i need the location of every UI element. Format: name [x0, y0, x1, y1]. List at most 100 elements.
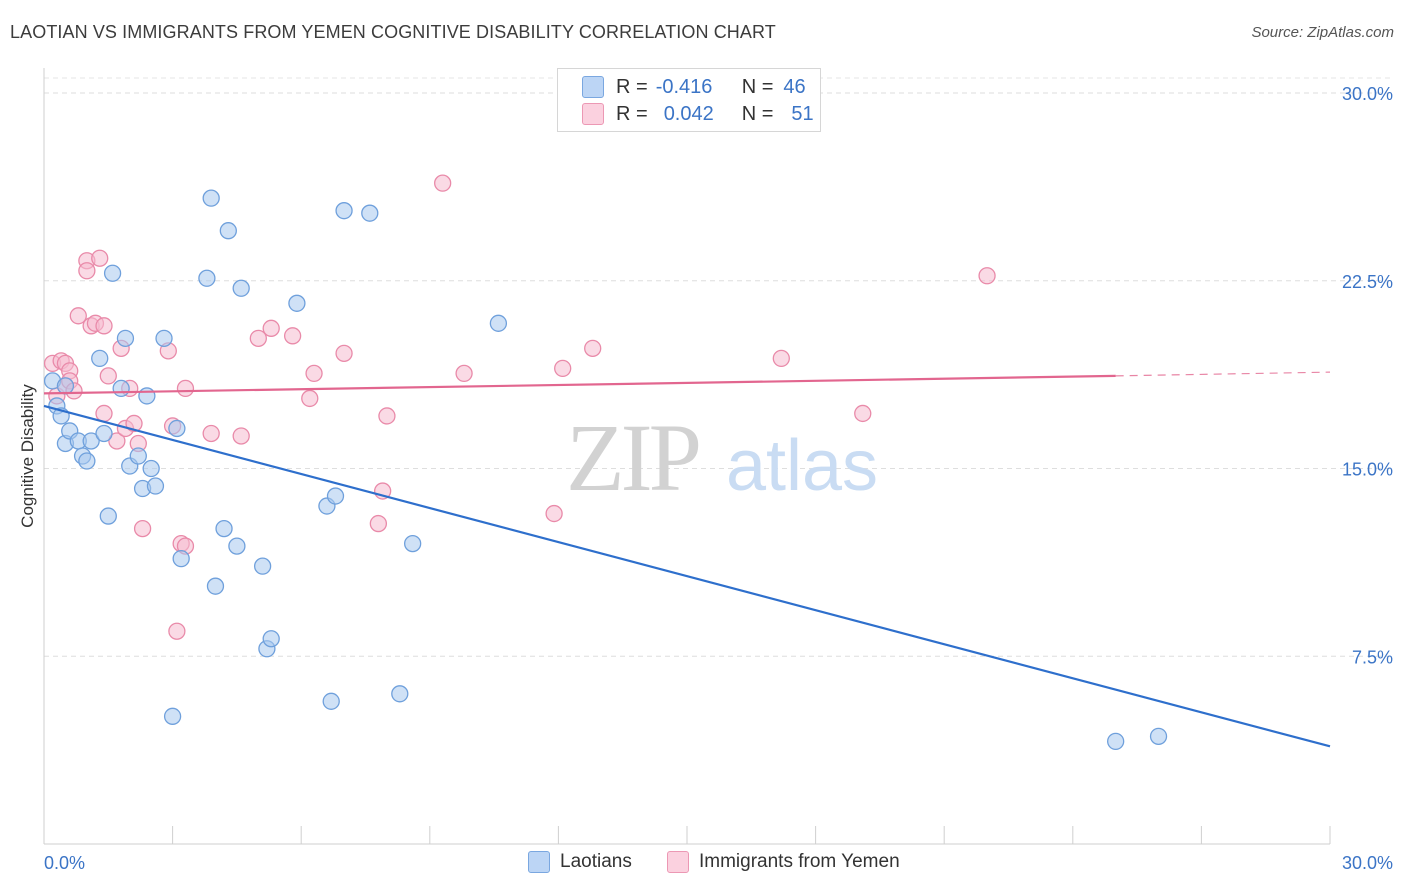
laotian-point — [232, 279, 250, 297]
legend-n-value: 46 — [783, 75, 806, 98]
yemen-point — [133, 519, 152, 538]
legend-r-value: 0.042 — [663, 102, 714, 125]
laotian-point — [202, 189, 220, 207]
watermark-zip: ZIP — [566, 404, 699, 511]
laotian-point — [391, 685, 409, 703]
y-tick-label: 7.5% — [1352, 647, 1393, 667]
laotian-point — [146, 477, 165, 495]
laotian-point — [155, 329, 173, 347]
data-points — [43, 174, 1168, 751]
legend-r-value: -0.416 — [655, 75, 713, 98]
bottom-legend: Laotians Immigrants from Yemen — [0, 851, 1406, 877]
bottom-legend-label: Laotians — [560, 851, 632, 872]
yemen-point — [232, 427, 250, 445]
yemen-point — [978, 267, 996, 285]
bottom-legend-laotians: Laotians — [528, 851, 632, 873]
yemen-point — [854, 404, 872, 423]
yemen-point — [545, 504, 563, 523]
laotian-point — [288, 294, 306, 312]
laotian-point — [1107, 732, 1125, 751]
laotian-point — [103, 264, 122, 282]
trend-lines — [43, 371, 1331, 748]
yemen-point — [455, 364, 473, 383]
laotian-point — [138, 387, 156, 405]
yemen-point — [262, 319, 280, 337]
yemen-point — [108, 432, 126, 450]
yemen-point — [69, 307, 87, 325]
laotian-point — [91, 349, 109, 368]
bottom-legend-label: Immigrants from Yemen — [699, 851, 900, 872]
laotian-point — [219, 222, 237, 240]
watermark: ZIP atlas — [566, 404, 878, 511]
yemen-point — [176, 379, 195, 398]
legend-n-label: N = — [741, 102, 774, 125]
yemen-point — [202, 424, 220, 443]
legend-swatch-pink — [582, 103, 604, 125]
laotian-point — [95, 424, 113, 443]
laotian-point — [168, 419, 186, 438]
yemen-trend-line — [1115, 371, 1331, 377]
laotian-point — [112, 379, 130, 398]
laotian-point — [82, 432, 100, 450]
laotian-point — [129, 447, 147, 465]
yemen-point — [772, 349, 790, 368]
yemen-point — [434, 174, 452, 192]
yemen-point — [168, 622, 186, 640]
yemen-point — [335, 344, 353, 363]
laotian-trend-line — [43, 404, 1331, 748]
tick-labels: 7.5% 15.0% 22.5% 30.0% 0.0% 30.0% — [44, 84, 1393, 873]
legend-row-laotians: R = -0.416 N = 46 — [582, 74, 806, 100]
bottom-legend-swatch-blue — [528, 851, 550, 873]
yemen-point — [584, 339, 602, 358]
y-tick-label: 15.0% — [1342, 460, 1393, 480]
laotian-point — [142, 459, 160, 478]
watermark-atlas: atlas — [726, 426, 878, 506]
laotian-point — [99, 507, 117, 525]
legend-r-label: R = — [616, 102, 648, 125]
yemen-point — [78, 262, 96, 280]
yemen-point — [301, 389, 319, 408]
laotian-point — [361, 204, 379, 222]
chart-title: LAOTIAN VS IMMIGRANTS FROM YEMEN COGNITI… — [10, 22, 776, 42]
legend-n-value: 51 — [791, 102, 814, 125]
laotian-point — [116, 329, 135, 347]
yemen-point — [369, 514, 388, 533]
x-tick-label: 30.0% — [1342, 853, 1393, 873]
laotian-point — [322, 692, 340, 710]
yemen-point — [554, 359, 572, 378]
stats-legend: R = -0.416 N = 46 R = 0.042 N = 51 — [557, 68, 821, 132]
yemen-point — [378, 407, 396, 425]
y-tick-label: 22.5% — [1342, 272, 1393, 292]
laotian-point — [56, 377, 75, 395]
yemen-point — [305, 364, 323, 383]
yemen-point — [95, 404, 113, 423]
yemen-point — [125, 414, 143, 433]
axes — [43, 68, 1331, 845]
laotian-point — [1149, 727, 1168, 746]
laotian-point — [404, 534, 422, 553]
laotian-point — [326, 487, 345, 505]
yemen-point — [283, 327, 302, 345]
legend-swatch-blue — [582, 76, 604, 98]
laotian-point — [78, 452, 96, 470]
legend-row-yemen: R = 0.042 N = 51 — [582, 101, 814, 127]
yemen-point — [99, 367, 117, 385]
laotian-point — [262, 630, 280, 648]
legend-r-label: R = — [616, 75, 648, 98]
laotian-point — [215, 519, 233, 538]
bottom-legend-swatch-pink — [667, 851, 689, 873]
laotian-point — [489, 314, 508, 332]
legend-n-label: N = — [741, 75, 774, 98]
gridlines — [44, 77, 1392, 657]
laotian-point — [172, 549, 190, 568]
yemen-trend-line — [43, 374, 1116, 395]
source-label: Source: ZipAtlas.com — [1251, 24, 1394, 41]
laotian-point — [335, 202, 353, 220]
y-tick-label: 30.0% — [1342, 84, 1393, 104]
laotian-point — [163, 707, 182, 725]
yemen-point — [91, 249, 109, 267]
laotian-point — [206, 577, 225, 595]
laotian-point — [228, 537, 246, 555]
yemen-point — [249, 329, 267, 347]
